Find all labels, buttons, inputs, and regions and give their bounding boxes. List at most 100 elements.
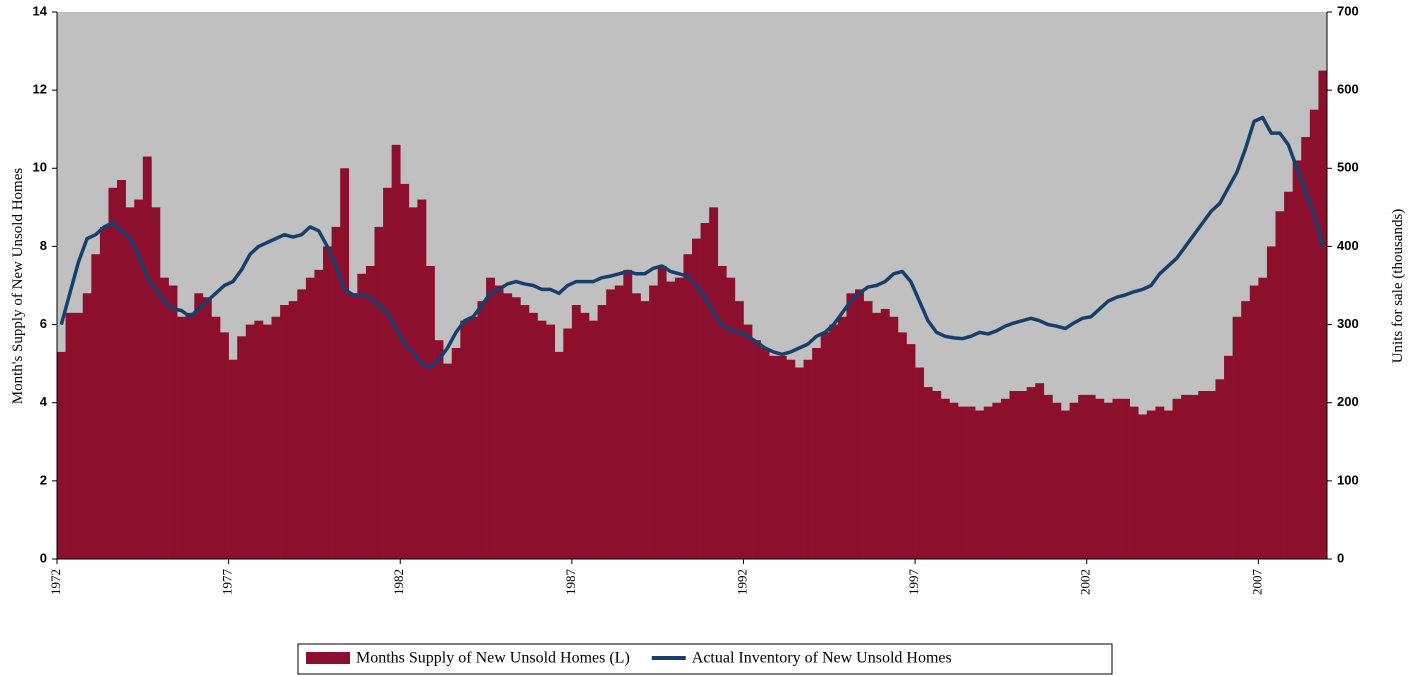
bar bbox=[1249, 285, 1259, 559]
bar bbox=[1121, 398, 1130, 559]
bar bbox=[1069, 402, 1079, 559]
x-tick-label: 1972 bbox=[48, 569, 63, 595]
bar bbox=[932, 390, 942, 559]
bar bbox=[194, 293, 204, 559]
x-tick-label: 2007 bbox=[1249, 569, 1264, 596]
bar bbox=[1018, 390, 1027, 559]
bar bbox=[125, 207, 135, 559]
bar bbox=[1155, 406, 1165, 559]
bar bbox=[305, 277, 315, 559]
x-tick-label: 1982 bbox=[391, 569, 406, 595]
bar bbox=[1198, 390, 1208, 559]
bar bbox=[1035, 383, 1045, 559]
bar bbox=[631, 293, 641, 559]
bar bbox=[65, 312, 75, 559]
bar bbox=[297, 289, 307, 559]
bar bbox=[1318, 70, 1328, 559]
bar bbox=[1112, 398, 1122, 559]
bar bbox=[1284, 191, 1293, 559]
bar bbox=[1052, 402, 1062, 559]
bar bbox=[314, 269, 324, 559]
y-tick-label: 4 bbox=[40, 394, 48, 409]
bar bbox=[983, 406, 993, 559]
bar bbox=[520, 305, 530, 559]
bar bbox=[383, 187, 392, 560]
bar bbox=[889, 316, 899, 559]
bar bbox=[108, 187, 118, 560]
bar bbox=[220, 332, 229, 559]
bar bbox=[640, 301, 650, 559]
bar bbox=[1000, 398, 1010, 559]
y2-tick-label: 600 bbox=[1337, 82, 1359, 97]
bar bbox=[829, 324, 839, 559]
bar bbox=[528, 312, 538, 559]
bar bbox=[589, 320, 598, 559]
bar bbox=[288, 301, 298, 559]
y2-tick-label: 300 bbox=[1337, 316, 1359, 331]
bar bbox=[726, 277, 736, 559]
bar bbox=[554, 351, 564, 559]
bar bbox=[855, 289, 864, 559]
y-tick-label: 0 bbox=[40, 550, 47, 565]
bar bbox=[237, 336, 247, 559]
bar bbox=[1189, 394, 1199, 559]
bar bbox=[1095, 398, 1105, 559]
bar bbox=[348, 293, 358, 559]
bar bbox=[812, 348, 822, 559]
bar bbox=[142, 156, 152, 560]
bar bbox=[1215, 379, 1225, 559]
bar bbox=[966, 406, 976, 559]
bar bbox=[211, 316, 221, 559]
bar bbox=[743, 324, 753, 559]
bar bbox=[151, 207, 161, 559]
y2-tick-label: 400 bbox=[1337, 238, 1359, 253]
bar bbox=[477, 301, 487, 559]
bars bbox=[57, 70, 1328, 560]
bar bbox=[1275, 211, 1285, 559]
y-tick-label: 2 bbox=[40, 472, 47, 487]
bar bbox=[760, 348, 770, 559]
bar bbox=[803, 359, 813, 559]
bar bbox=[1026, 387, 1036, 559]
bar bbox=[443, 363, 453, 559]
bar bbox=[709, 207, 719, 559]
bar bbox=[425, 265, 435, 559]
bar bbox=[1078, 394, 1088, 559]
bar bbox=[837, 316, 847, 559]
bar bbox=[597, 305, 607, 559]
x-tick-label: 1977 bbox=[220, 569, 235, 596]
bar bbox=[1163, 410, 1173, 559]
bar bbox=[1138, 414, 1148, 559]
bar bbox=[254, 320, 264, 559]
y-axis-title: Month's Supply of New Unsold Homes bbox=[10, 168, 26, 405]
y2-tick-label: 100 bbox=[1337, 472, 1359, 487]
bar bbox=[777, 355, 787, 559]
bar bbox=[91, 254, 101, 559]
bar bbox=[1009, 390, 1019, 559]
bar bbox=[99, 226, 109, 559]
bar bbox=[280, 305, 289, 559]
bar bbox=[734, 301, 744, 559]
legend bbox=[297, 643, 1113, 675]
bar bbox=[1224, 355, 1233, 559]
bar bbox=[391, 144, 401, 560]
bar bbox=[1206, 390, 1216, 559]
y-tick-label: 10 bbox=[33, 160, 47, 175]
x-tick-label: 1987 bbox=[563, 569, 578, 596]
bar bbox=[614, 285, 624, 559]
bar bbox=[511, 297, 521, 559]
bar bbox=[228, 359, 238, 559]
legend-label: Months Supply of New Unsold Homes (L) bbox=[356, 650, 630, 667]
bar bbox=[683, 254, 693, 559]
bar bbox=[434, 340, 444, 559]
bar bbox=[949, 402, 959, 559]
bar bbox=[923, 387, 933, 559]
bar bbox=[417, 199, 427, 560]
bar bbox=[992, 402, 1002, 559]
bar bbox=[1292, 160, 1302, 559]
y2-tick-label: 200 bbox=[1337, 394, 1359, 409]
bar bbox=[958, 406, 967, 559]
bar bbox=[486, 277, 495, 559]
bar bbox=[1103, 402, 1113, 559]
bar bbox=[1266, 246, 1276, 559]
